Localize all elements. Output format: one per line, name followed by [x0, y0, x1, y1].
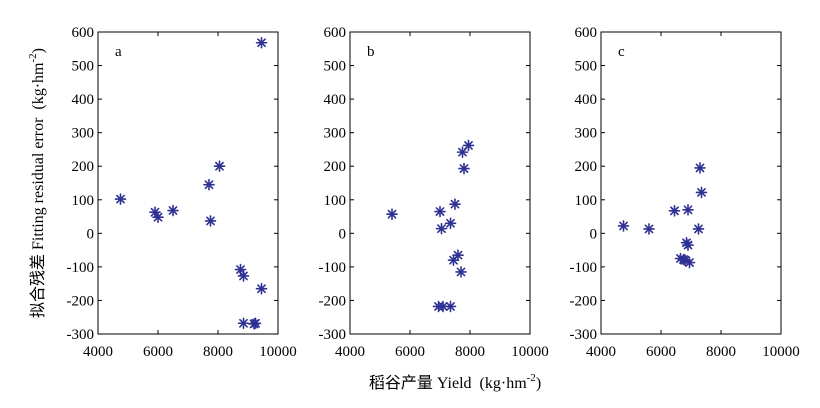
- data-point: [386, 208, 398, 221]
- data-point: [444, 217, 457, 230]
- data-point: [167, 204, 179, 217]
- plot-frame: [97, 31, 279, 335]
- y-axis-title-text: 拟合残差 Fitting residual error: [29, 117, 47, 318]
- data-point: [213, 160, 226, 173]
- panel-b: -300 -200 -100 0 100 200 300 400 500 600 4000 6000 8…: [319, 25, 549, 360]
- data-point: [237, 270, 250, 282]
- y-axis-title: 拟合残差 Fitting residual error (kg·hm-2): [27, 48, 47, 318]
- y-tick-label: 0: [87, 226, 95, 242]
- y-tick-label: 300: [72, 126, 95, 142]
- y-tick-label: 0: [339, 226, 347, 242]
- data-point: [462, 139, 475, 152]
- x-tick-label: 4000: [83, 344, 113, 360]
- x-tick-label: 6000: [395, 344, 425, 360]
- data-point: [455, 266, 467, 278]
- y-tick-label: -200: [67, 293, 95, 309]
- x-axis-unit-exponent: -2: [527, 372, 536, 384]
- y-axis-unit-close: ): [30, 48, 47, 53]
- panel-c: -300 -200 -100 0 100 200 300 400 500 600 4000 6000 8…: [570, 25, 800, 360]
- y-tick-label: -200: [570, 293, 598, 309]
- data-point: [249, 317, 262, 330]
- panel-a: -300 -200 -100 0 100 200 300 400 500 600 4000 6000 8…: [67, 25, 297, 360]
- y-tick-label: 100: [324, 193, 347, 209]
- data-point: [204, 215, 217, 227]
- y-tick-label: 200: [72, 159, 95, 175]
- y-tick-label: 300: [575, 126, 598, 142]
- data-point: [617, 220, 630, 232]
- y-tick-label: -300: [67, 327, 95, 343]
- x-tick-label: 4000: [335, 344, 365, 360]
- data-point: [203, 178, 215, 191]
- y-tick-label: 600: [575, 25, 598, 41]
- y-tick-label: -200: [319, 293, 347, 309]
- x-tick-label: 4000: [586, 344, 616, 360]
- x-tick-label: 10000: [511, 344, 549, 360]
- y-tick-label: 600: [324, 25, 347, 41]
- y-tick-label: 500: [72, 59, 95, 75]
- data-point: [682, 239, 694, 251]
- x-tick-label: 8000: [455, 344, 485, 360]
- y-axis-unit-exponent: -2: [27, 53, 39, 62]
- data-point: [237, 317, 250, 330]
- data-point: [682, 204, 694, 216]
- data-point: [452, 249, 464, 261]
- data-point: [695, 186, 708, 199]
- plot-frame: [600, 31, 782, 335]
- x-axis-unit: (kg·hm: [480, 375, 528, 392]
- y-tick-label: -300: [319, 327, 347, 343]
- data-point: [435, 222, 448, 235]
- y-tick-label: 100: [575, 193, 598, 209]
- data-point: [255, 282, 268, 295]
- panel-letter: a: [115, 44, 122, 60]
- y-tick-label: 100: [72, 193, 95, 209]
- data-point: [434, 205, 446, 218]
- data-point: [668, 205, 681, 217]
- y-tick-label: -100: [319, 260, 347, 276]
- x-tick-label: 10000: [762, 344, 800, 360]
- y-tick-label: 200: [324, 159, 347, 175]
- data-point: [437, 300, 449, 313]
- y-axis-unit: (kg·hm: [30, 62, 47, 110]
- x-axis-title: 稻谷产量 Yield (kg·hm-2): [369, 372, 541, 392]
- panel-letter: b: [367, 44, 375, 60]
- y-tick-label: 500: [575, 59, 598, 75]
- y-tick-label: 300: [324, 126, 347, 142]
- x-axis-title-text: 稻谷产量 Yield: [369, 374, 472, 392]
- y-tick-label: 400: [72, 92, 95, 108]
- y-tick-label: 0: [590, 226, 598, 242]
- data-point: [255, 36, 268, 49]
- y-tick-label: 400: [324, 92, 347, 108]
- y-tick-label: -100: [570, 260, 598, 276]
- x-tick-label: 6000: [143, 344, 173, 360]
- data-point: [458, 162, 470, 175]
- data-point: [152, 211, 164, 224]
- data-point: [683, 256, 696, 269]
- x-tick-label: 8000: [203, 344, 233, 360]
- y-tick-label: 400: [575, 92, 598, 108]
- y-tick-label: 500: [324, 59, 347, 75]
- x-tick-label: 8000: [706, 344, 736, 360]
- y-tick-label: 200: [575, 159, 598, 175]
- plot-frame: [349, 31, 531, 335]
- data-point: [692, 223, 705, 235]
- x-tick-label: 6000: [646, 344, 676, 360]
- panel-letter: c: [618, 44, 625, 60]
- data-point: [643, 223, 655, 235]
- x-tick-label: 10000: [259, 344, 297, 360]
- data-point: [444, 300, 457, 313]
- data-point: [449, 198, 461, 210]
- y-tick-label: -100: [67, 260, 95, 276]
- data-point: [114, 193, 127, 205]
- y-tick-label: 600: [72, 25, 95, 41]
- y-tick-label: -300: [570, 327, 598, 343]
- data-point: [694, 162, 706, 174]
- x-axis-unit-close: ): [536, 375, 541, 392]
